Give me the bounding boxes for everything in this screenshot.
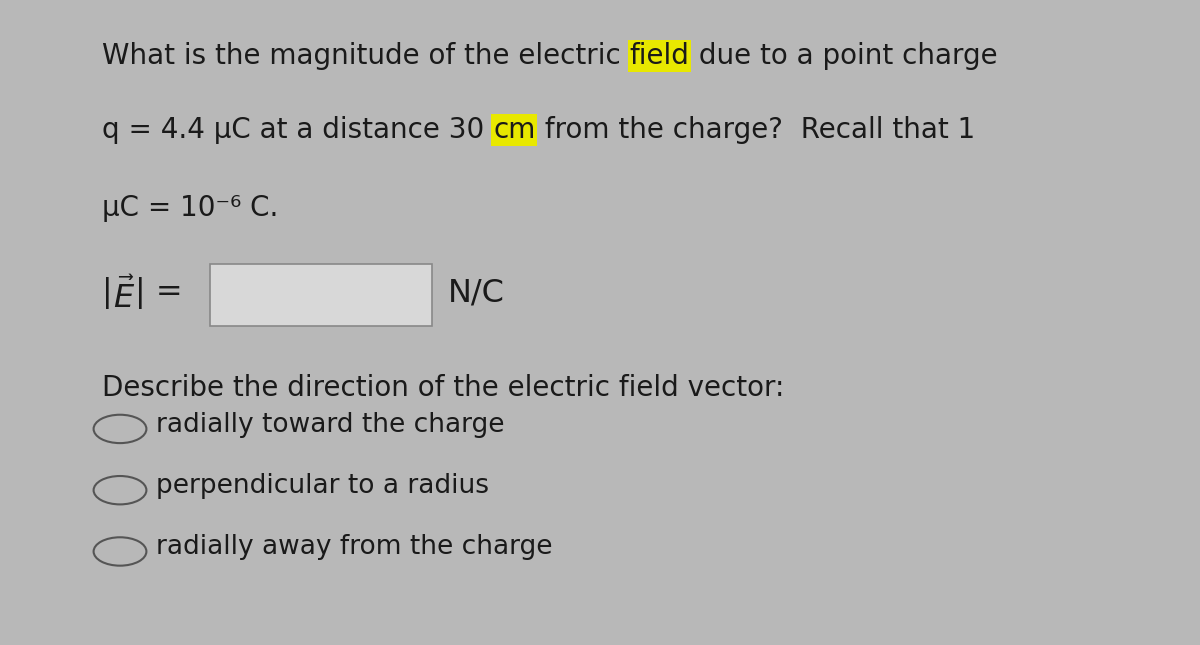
Text: cm: cm bbox=[493, 116, 535, 144]
Text: perpendicular to a radius: perpendicular to a radius bbox=[156, 473, 490, 499]
Text: $\vec{E}$: $\vec{E}$ bbox=[113, 277, 134, 315]
Text: q = 4.4 μC at a distance 30: q = 4.4 μC at a distance 30 bbox=[102, 116, 493, 144]
Text: |: | bbox=[102, 277, 113, 310]
Text: radially away from the charge: radially away from the charge bbox=[156, 534, 552, 560]
Text: Describe the direction of the electric field vector:: Describe the direction of the electric f… bbox=[102, 374, 785, 402]
Text: | =: | = bbox=[134, 277, 182, 310]
Text: field: field bbox=[630, 42, 690, 70]
Text: from the charge?  Recall that 1: from the charge? Recall that 1 bbox=[535, 116, 974, 144]
Text: radially toward the charge: radially toward the charge bbox=[156, 412, 504, 437]
FancyBboxPatch shape bbox=[210, 264, 432, 326]
Text: N/C: N/C bbox=[448, 277, 504, 308]
Text: μC = 10⁻⁶ C.: μC = 10⁻⁶ C. bbox=[102, 194, 278, 221]
Text: due to a point charge: due to a point charge bbox=[690, 42, 997, 70]
Text: What is the magnitude of the electric: What is the magnitude of the electric bbox=[102, 42, 630, 70]
